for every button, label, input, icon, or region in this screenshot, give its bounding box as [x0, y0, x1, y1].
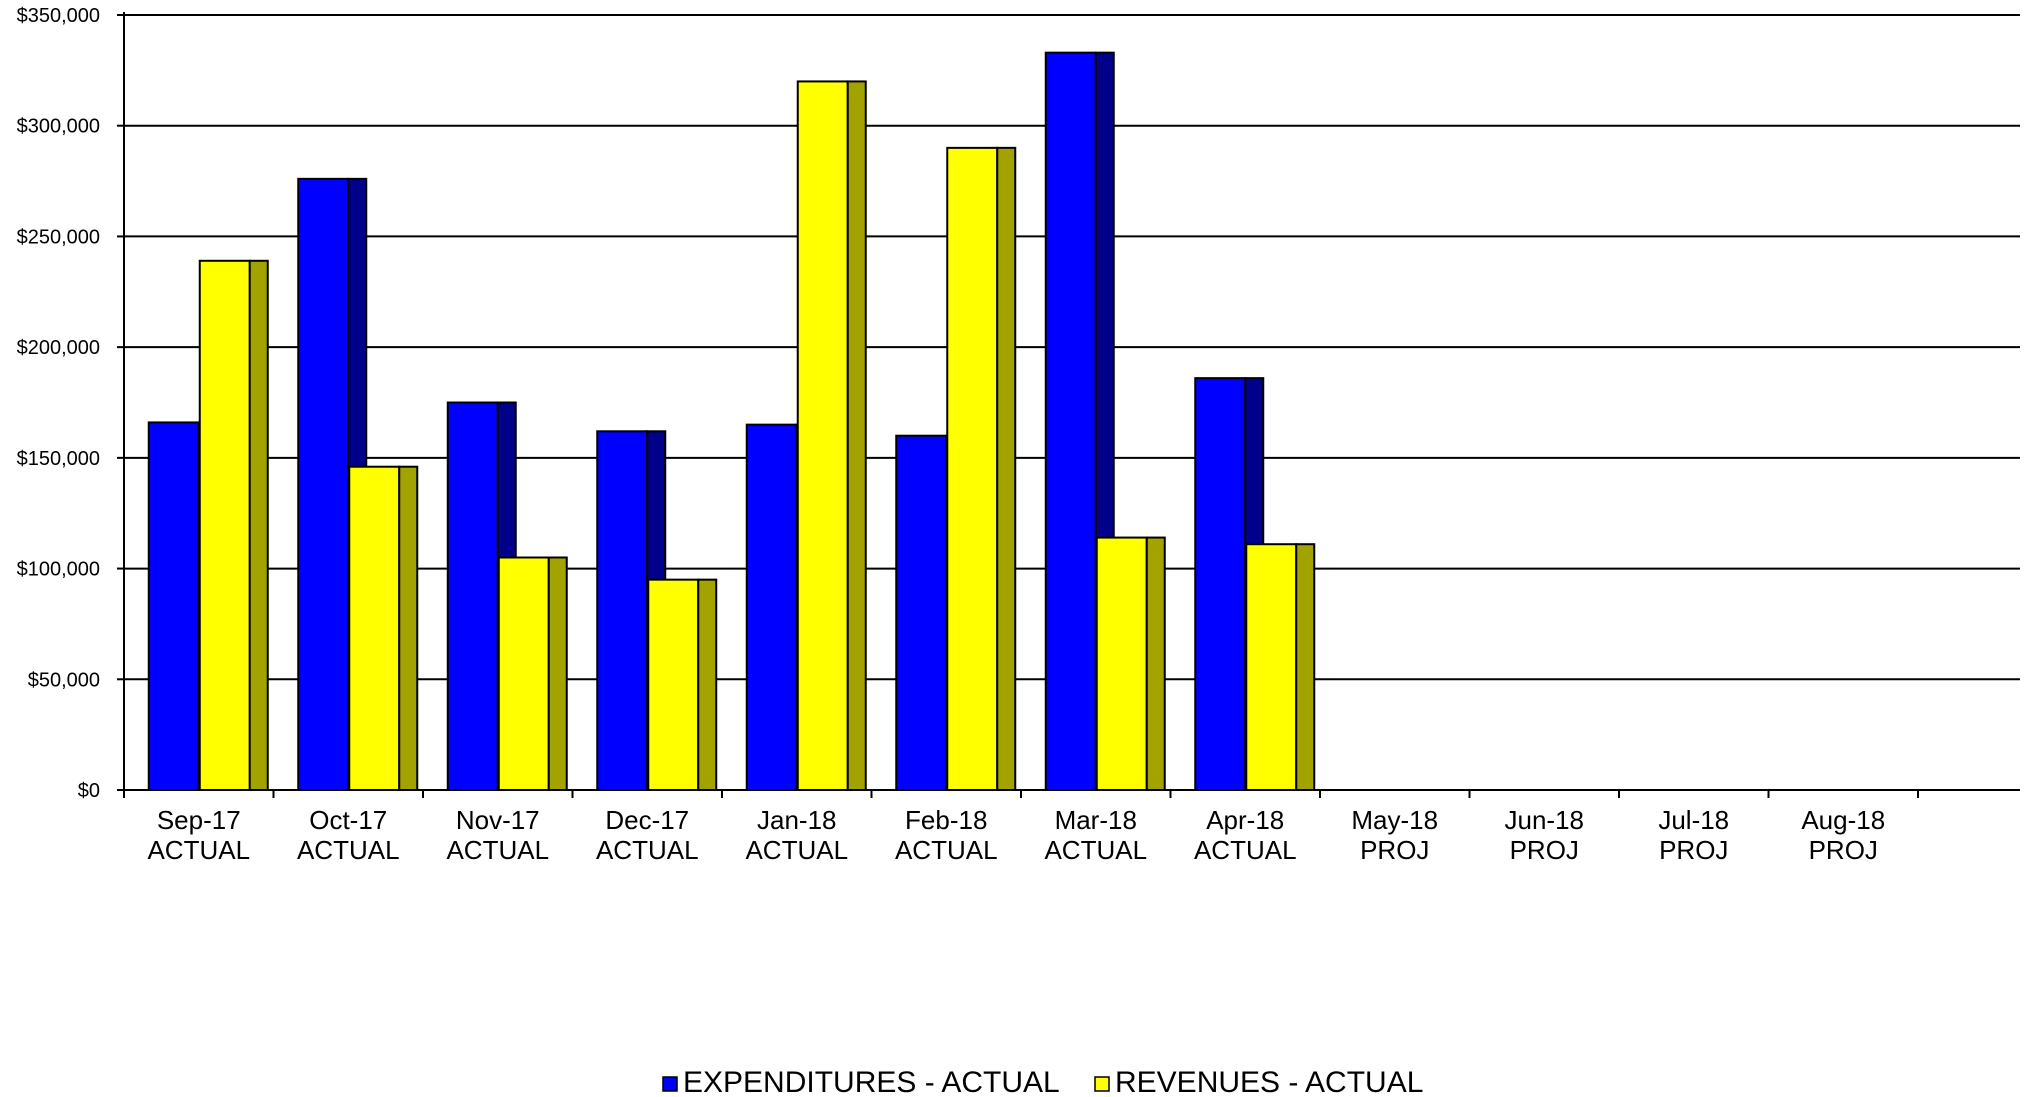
x-tick-label-line: ACTUAL	[446, 835, 549, 865]
x-tick-label: May-18 PROJ	[1351, 805, 1438, 865]
x-tick-label-line: Nov-17	[456, 805, 540, 835]
x-tick-label-line: ACTUAL	[147, 835, 250, 865]
expenditure-bar	[1044, 51, 1097, 791]
revenue-bar	[647, 578, 700, 792]
x-tick-label: Jul-18 PROJ	[1658, 805, 1729, 865]
x-tick-label-line: Dec-17	[605, 805, 689, 835]
expenditure-bar	[297, 177, 350, 792]
x-tick-label-line: Feb-18	[905, 805, 987, 835]
revenue-bar	[796, 80, 849, 791]
revenue-bar-side	[846, 80, 867, 791]
x-tick-label-line: Jan-18	[757, 805, 837, 835]
y-tick-label: $0	[78, 780, 100, 802]
expenditure-bar	[446, 401, 499, 791]
x-tick-label: Dec-17 ACTUAL	[596, 805, 699, 865]
x-tick-label-line: ACTUAL	[895, 835, 998, 865]
x-tick-label-line: ACTUAL	[1044, 835, 1147, 865]
legend-swatch	[662, 1076, 678, 1092]
x-tick-label: Feb-18 ACTUAL	[895, 805, 998, 865]
y-tick-label: $100,000	[17, 559, 100, 581]
revenue-bar	[1245, 543, 1298, 792]
expenditure-bar	[147, 421, 200, 791]
legend: EXPENDITURES - ACTUAL REVENUES - ACTUAL	[662, 1066, 1423, 1097]
expenditure-bar	[1194, 377, 1247, 791]
x-tick-label: Apr-18 ACTUAL	[1194, 805, 1297, 865]
x-tick-label-line: PROJ	[1510, 835, 1579, 865]
x-tick-label-line: PROJ	[1809, 835, 1878, 865]
revenue-bar-side	[547, 556, 568, 791]
y-tick-label: $350,000	[17, 5, 100, 27]
x-tick-label: Mar-18 ACTUAL	[1044, 805, 1147, 865]
x-tick-label-line: Apr-18	[1206, 805, 1284, 835]
revenue-bar	[1095, 536, 1148, 791]
x-tick-label-line: ACTUAL	[596, 835, 699, 865]
axes	[123, 12, 2020, 791]
x-tick-label: Sep-17 ACTUAL	[147, 805, 250, 865]
x-tick-label-line: Jun-18	[1505, 805, 1585, 835]
bars	[147, 51, 1316, 792]
x-tick-label-line: ACTUAL	[745, 835, 848, 865]
x-tick-label-line: Mar-18	[1055, 805, 1137, 835]
revenue-bar	[348, 465, 401, 791]
expenditure-bar	[895, 434, 948, 791]
x-tick-label-line: May-18	[1351, 805, 1438, 835]
revenue-bar-side	[1145, 536, 1166, 791]
x-tick-label-line: Sep-17	[157, 805, 241, 835]
x-tick-label-line: ACTUAL	[1194, 835, 1297, 865]
revenue-bar	[497, 556, 550, 791]
legend-label: EXPENDITURES - ACTUAL	[683, 1066, 1060, 1097]
y-tick-label: $200,000	[17, 337, 100, 359]
x-tick-label-line: ACTUAL	[297, 835, 400, 865]
x-tick-label: Oct-17 ACTUAL	[297, 805, 400, 865]
x-tick-label: Jun-18 PROJ	[1505, 805, 1585, 865]
revenue-bar	[198, 259, 251, 791]
revenue-bar-side	[697, 578, 718, 792]
x-tick-label: Nov-17 ACTUAL	[446, 805, 549, 865]
x-tick-label-line: Aug-18	[1801, 805, 1885, 835]
legend-label: REVENUES - ACTUAL	[1115, 1066, 1423, 1097]
revenue-bar-side	[996, 146, 1017, 792]
y-axis-ticks: $0 $50,000 $100,000 $150,000 $200,000 $250,00…	[17, 5, 124, 802]
revenue-bar-side	[398, 465, 419, 791]
x-tick-label: Jan-18 ACTUAL	[745, 805, 848, 865]
x-tick-label: Aug-18 PROJ	[1801, 805, 1885, 865]
x-tick-label-line: PROJ	[1659, 835, 1728, 865]
legend-swatch	[1094, 1076, 1110, 1092]
x-tick-label-line: PROJ	[1360, 835, 1429, 865]
revenue-bar	[946, 146, 999, 792]
revenue-bar-side	[248, 259, 269, 791]
expenditure-bar	[745, 423, 798, 791]
revenue-bar-side	[1295, 543, 1316, 792]
y-tick-label: $50,000	[28, 669, 100, 691]
x-tick-label-line: Jul-18	[1658, 805, 1729, 835]
x-tick-label-line: Oct-17	[309, 805, 387, 835]
y-tick-label: $300,000	[17, 116, 100, 138]
expenditure-bar	[596, 430, 649, 791]
y-tick-label: $150,000	[17, 448, 100, 470]
y-tick-label: $250,000	[17, 226, 100, 248]
